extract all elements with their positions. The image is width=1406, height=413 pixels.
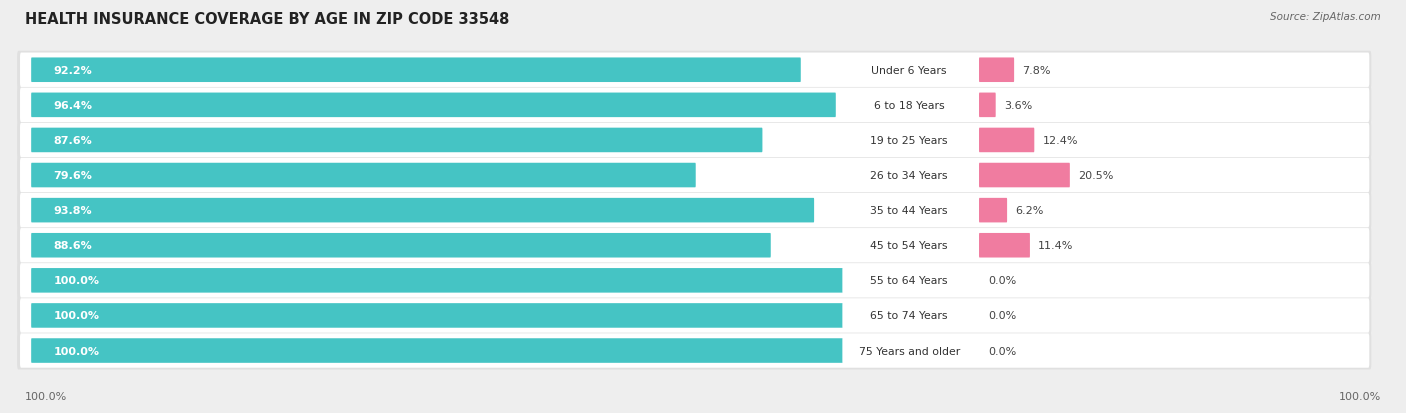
Text: 55 to 64 Years: 55 to 64 Years <box>870 275 948 286</box>
FancyBboxPatch shape <box>31 304 866 328</box>
Text: 100.0%: 100.0% <box>1339 391 1381 401</box>
FancyBboxPatch shape <box>31 338 866 363</box>
FancyBboxPatch shape <box>979 93 995 118</box>
FancyBboxPatch shape <box>17 157 1371 195</box>
Text: 11.4%: 11.4% <box>1038 241 1074 251</box>
FancyBboxPatch shape <box>842 91 976 120</box>
FancyBboxPatch shape <box>842 336 976 366</box>
Text: 45 to 54 Years: 45 to 54 Years <box>870 241 948 251</box>
FancyBboxPatch shape <box>17 262 1371 299</box>
Text: 88.6%: 88.6% <box>53 241 93 251</box>
FancyBboxPatch shape <box>979 58 1014 83</box>
Text: HEALTH INSURANCE COVERAGE BY AGE IN ZIP CODE 33548: HEALTH INSURANCE COVERAGE BY AGE IN ZIP … <box>25 12 510 27</box>
FancyBboxPatch shape <box>20 228 1369 263</box>
Text: 26 to 34 Years: 26 to 34 Years <box>870 171 948 180</box>
Text: 0.0%: 0.0% <box>988 346 1017 356</box>
FancyBboxPatch shape <box>842 196 976 225</box>
Text: 65 to 74 Years: 65 to 74 Years <box>870 311 948 320</box>
FancyBboxPatch shape <box>979 198 1007 223</box>
FancyBboxPatch shape <box>979 233 1031 258</box>
FancyBboxPatch shape <box>842 301 976 330</box>
FancyBboxPatch shape <box>842 231 976 260</box>
Text: 6.2%: 6.2% <box>1015 206 1043 216</box>
Text: 96.4%: 96.4% <box>53 101 93 111</box>
Text: 6 to 18 Years: 6 to 18 Years <box>875 101 945 111</box>
Text: 100.0%: 100.0% <box>53 311 100 320</box>
Text: Source: ZipAtlas.com: Source: ZipAtlas.com <box>1270 12 1381 22</box>
FancyBboxPatch shape <box>31 268 866 293</box>
Text: 79.6%: 79.6% <box>53 171 93 180</box>
Text: 100.0%: 100.0% <box>53 275 100 286</box>
FancyBboxPatch shape <box>979 164 1070 188</box>
FancyBboxPatch shape <box>31 164 696 188</box>
Text: 20.5%: 20.5% <box>1078 171 1114 180</box>
FancyBboxPatch shape <box>979 128 1035 153</box>
FancyBboxPatch shape <box>20 159 1369 193</box>
FancyBboxPatch shape <box>31 93 835 118</box>
FancyBboxPatch shape <box>842 266 976 295</box>
FancyBboxPatch shape <box>842 126 976 155</box>
Text: 87.6%: 87.6% <box>53 135 93 146</box>
FancyBboxPatch shape <box>17 122 1371 159</box>
FancyBboxPatch shape <box>20 263 1369 298</box>
FancyBboxPatch shape <box>17 332 1371 370</box>
FancyBboxPatch shape <box>842 161 976 190</box>
FancyBboxPatch shape <box>20 299 1369 333</box>
FancyBboxPatch shape <box>31 128 762 153</box>
FancyBboxPatch shape <box>31 198 814 223</box>
Text: 0.0%: 0.0% <box>988 275 1017 286</box>
Text: 92.2%: 92.2% <box>53 66 93 76</box>
Text: 3.6%: 3.6% <box>1004 101 1032 111</box>
Text: 7.8%: 7.8% <box>1022 66 1050 76</box>
Text: 100.0%: 100.0% <box>53 346 100 356</box>
FancyBboxPatch shape <box>17 87 1371 124</box>
Text: 0.0%: 0.0% <box>988 311 1017 320</box>
FancyBboxPatch shape <box>20 88 1369 123</box>
FancyBboxPatch shape <box>17 192 1371 230</box>
FancyBboxPatch shape <box>17 297 1371 335</box>
Text: 35 to 44 Years: 35 to 44 Years <box>870 206 948 216</box>
FancyBboxPatch shape <box>20 334 1369 368</box>
FancyBboxPatch shape <box>31 58 801 83</box>
Text: 100.0%: 100.0% <box>25 391 67 401</box>
Text: 75 Years and older: 75 Years and older <box>859 346 960 356</box>
FancyBboxPatch shape <box>842 56 976 85</box>
Text: 12.4%: 12.4% <box>1043 135 1078 146</box>
Text: Under 6 Years: Under 6 Years <box>872 66 948 76</box>
FancyBboxPatch shape <box>20 53 1369 88</box>
Text: 93.8%: 93.8% <box>53 206 93 216</box>
FancyBboxPatch shape <box>31 233 770 258</box>
FancyBboxPatch shape <box>20 123 1369 158</box>
FancyBboxPatch shape <box>20 193 1369 228</box>
FancyBboxPatch shape <box>17 227 1371 265</box>
FancyBboxPatch shape <box>17 52 1371 90</box>
Text: 19 to 25 Years: 19 to 25 Years <box>870 135 948 146</box>
